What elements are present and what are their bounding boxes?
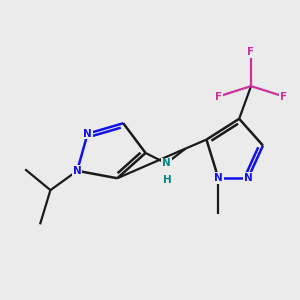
Text: N: N xyxy=(162,158,171,168)
Text: H: H xyxy=(164,175,172,185)
Text: F: F xyxy=(248,47,255,57)
Text: F: F xyxy=(280,92,287,101)
Text: N: N xyxy=(73,166,82,176)
Text: N: N xyxy=(244,173,253,183)
Text: N: N xyxy=(83,129,92,139)
Text: F: F xyxy=(215,92,222,101)
Text: N: N xyxy=(214,173,223,183)
